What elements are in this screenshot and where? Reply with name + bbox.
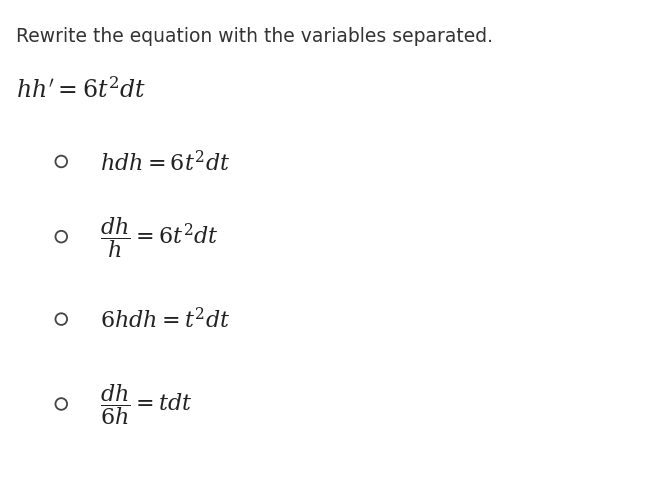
Text: Rewrite the equation with the variables separated.: Rewrite the equation with the variables … bbox=[16, 27, 493, 45]
Text: $\dfrac{dh}{6h} = tdt$: $\dfrac{dh}{6h} = tdt$ bbox=[100, 382, 193, 426]
Text: $hh' = 6t^2dt$: $hh' = 6t^2dt$ bbox=[16, 77, 146, 102]
Text: $6hdh = t^2dt$: $6hdh = t^2dt$ bbox=[100, 307, 230, 332]
Text: $\dfrac{dh}{h} = 6t^2dt$: $\dfrac{dh}{h} = 6t^2dt$ bbox=[100, 215, 219, 259]
Text: $hdh = 6t^2dt$: $hdh = 6t^2dt$ bbox=[100, 150, 230, 175]
